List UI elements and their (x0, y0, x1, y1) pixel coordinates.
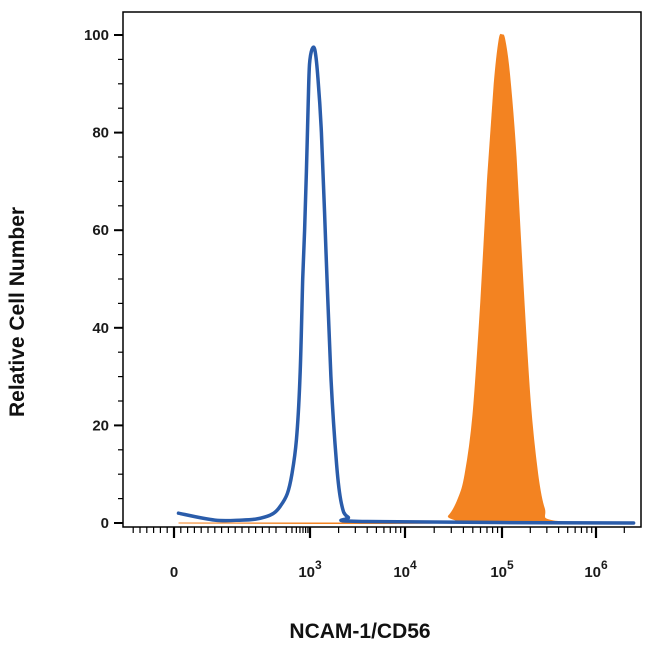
y-tick-label: 40 (92, 320, 109, 337)
y-tick-label: 100 (84, 27, 109, 44)
y-tick-label: 0 (101, 515, 109, 532)
x-tick-label: 104 (393, 558, 417, 581)
x-tick-label: 103 (298, 558, 322, 581)
axis-layer: 0 20 40 60 80 100 0 103 104 105 106 (84, 27, 625, 581)
y-axis-title: Relative Cell Number (6, 207, 29, 417)
series-filled-histogram (178, 33, 634, 525)
y-tick-label: 20 (92, 417, 109, 434)
y-tick-label: 60 (92, 222, 109, 239)
series-layer (176, 33, 636, 525)
x-tick-label: 105 (490, 558, 514, 581)
y-tick-label: 80 (92, 125, 109, 142)
x-axis-title: NCAM-1/CD56 (289, 620, 430, 643)
plot-frame (122, 11, 642, 528)
x-tick-label: 106 (584, 558, 608, 581)
series-outline-histogram (176, 45, 636, 525)
x-tick-label: 0 (170, 564, 178, 581)
